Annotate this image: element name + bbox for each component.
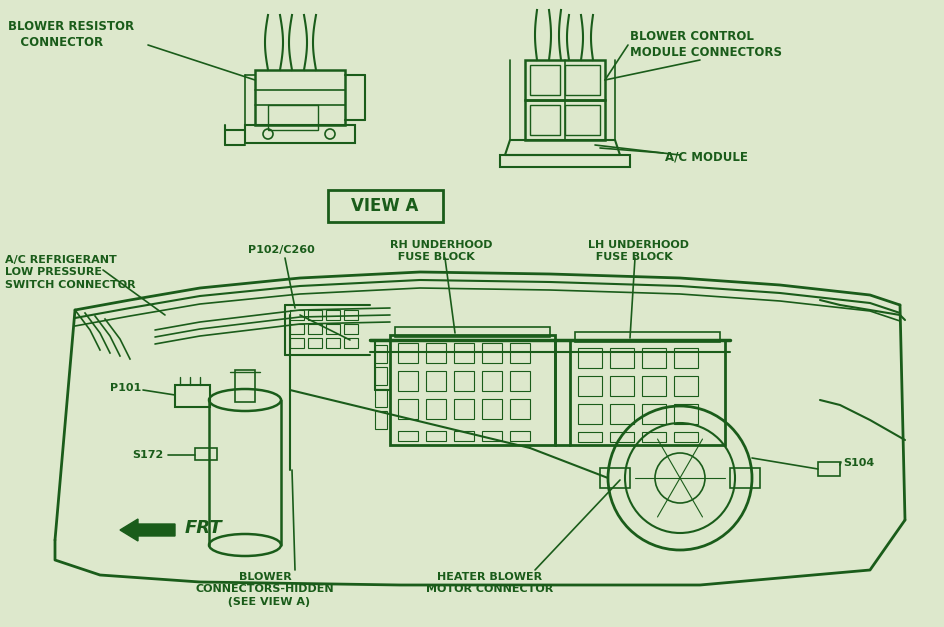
Bar — [578, 348, 602, 368]
Bar — [818, 462, 840, 476]
Bar — [454, 371, 474, 391]
Text: HEATER BLOWER
MOTOR CONNECTOR: HEATER BLOWER MOTOR CONNECTOR — [427, 572, 553, 594]
Bar — [454, 399, 474, 419]
Bar — [482, 431, 502, 441]
Bar — [398, 399, 418, 419]
Bar — [482, 343, 502, 363]
Bar — [290, 338, 304, 348]
Bar — [255, 70, 345, 125]
Bar — [610, 348, 634, 368]
Bar — [326, 338, 340, 348]
Bar — [482, 371, 502, 391]
Bar — [245, 125, 355, 143]
Text: P101: P101 — [110, 383, 142, 393]
Bar — [375, 411, 387, 429]
Bar — [308, 324, 322, 334]
Text: LH UNDERHOOD
  FUSE BLOCK: LH UNDERHOOD FUSE BLOCK — [588, 240, 689, 263]
Bar — [308, 338, 322, 348]
Bar — [175, 385, 210, 407]
Bar — [510, 431, 530, 441]
Bar — [610, 432, 634, 442]
Bar — [195, 448, 217, 460]
Ellipse shape — [209, 534, 281, 556]
Bar — [344, 338, 358, 348]
Bar — [642, 404, 666, 424]
Bar — [510, 371, 530, 391]
Text: VIEW A: VIEW A — [351, 197, 419, 215]
Bar — [510, 343, 530, 363]
Bar — [375, 389, 387, 407]
Ellipse shape — [209, 389, 281, 411]
Bar — [268, 105, 318, 130]
Text: S172: S172 — [132, 450, 163, 460]
Bar — [398, 431, 418, 441]
Bar — [235, 370, 255, 402]
Bar — [610, 404, 634, 424]
Bar — [326, 324, 340, 334]
Text: RH UNDERHOOD
  FUSE BLOCK: RH UNDERHOOD FUSE BLOCK — [390, 240, 493, 263]
Text: BLOWER CONTROL
MODULE CONNECTORS: BLOWER CONTROL MODULE CONNECTORS — [630, 30, 782, 59]
Bar — [674, 348, 698, 368]
Bar — [674, 432, 698, 442]
Bar — [290, 310, 304, 320]
Text: P102/C260: P102/C260 — [248, 245, 314, 255]
Bar — [326, 310, 340, 320]
Bar — [500, 155, 630, 167]
Bar — [525, 100, 605, 140]
Bar — [570, 340, 725, 445]
Bar — [730, 468, 760, 488]
Bar — [674, 376, 698, 396]
Bar — [398, 343, 418, 363]
Text: S104: S104 — [843, 458, 874, 468]
Bar — [642, 348, 666, 368]
Bar — [674, 404, 698, 424]
Bar — [375, 367, 387, 385]
Bar — [426, 431, 446, 441]
Bar — [578, 376, 602, 396]
Bar — [642, 376, 666, 396]
Bar — [482, 399, 502, 419]
Bar — [525, 60, 605, 100]
Text: A/C REFRIGERANT
LOW PRESSURE
SWITCH CONNECTOR: A/C REFRIGERANT LOW PRESSURE SWITCH CONN… — [5, 255, 136, 290]
Bar — [578, 404, 602, 424]
Bar — [398, 371, 418, 391]
Bar — [530, 65, 560, 95]
Bar — [344, 324, 358, 334]
Bar — [344, 310, 358, 320]
Bar — [390, 335, 555, 445]
Bar — [610, 376, 634, 396]
Text: A/C MODULE: A/C MODULE — [665, 150, 748, 163]
Bar — [426, 371, 446, 391]
Bar — [375, 345, 387, 363]
Text: FRT: FRT — [185, 519, 223, 537]
Bar — [510, 399, 530, 419]
Bar — [530, 105, 560, 135]
Bar — [642, 432, 666, 442]
Bar — [395, 327, 550, 337]
Bar — [454, 431, 474, 441]
Bar — [328, 190, 443, 222]
FancyArrow shape — [120, 519, 175, 541]
Text: BLOWER RESISTOR
   CONNECTOR: BLOWER RESISTOR CONNECTOR — [8, 20, 134, 49]
Bar — [575, 332, 720, 342]
Bar — [578, 432, 602, 442]
Bar — [600, 468, 630, 488]
Bar — [565, 65, 600, 95]
Bar — [308, 310, 322, 320]
Text: BLOWER
CONNECTORS-HIDDEN
  (SEE VIEW A): BLOWER CONNECTORS-HIDDEN (SEE VIEW A) — [195, 572, 334, 607]
Bar — [426, 343, 446, 363]
Bar — [426, 399, 446, 419]
Bar — [290, 324, 304, 334]
Bar — [565, 105, 600, 135]
Bar — [454, 343, 474, 363]
